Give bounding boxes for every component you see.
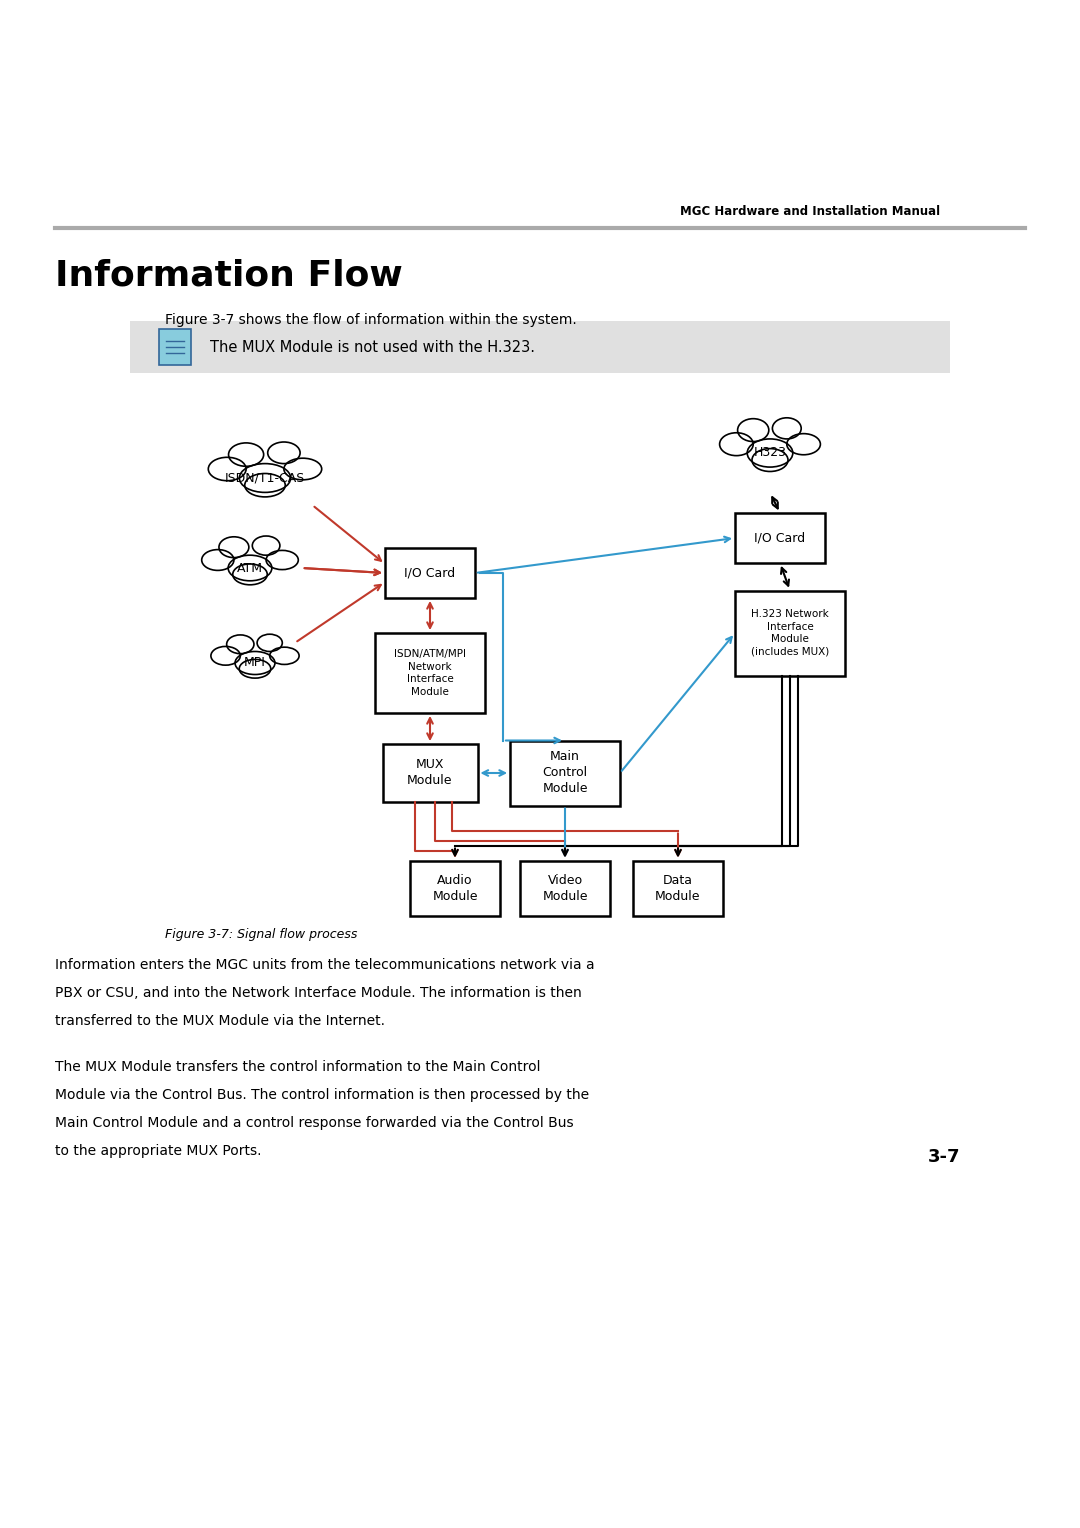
Text: to the appropriate MUX Ports.: to the appropriate MUX Ports.: [55, 1144, 261, 1158]
FancyBboxPatch shape: [519, 860, 610, 915]
Text: Figure 3-7 shows the flow of information within the system.: Figure 3-7 shows the flow of information…: [165, 313, 577, 327]
Ellipse shape: [233, 564, 267, 585]
FancyBboxPatch shape: [159, 329, 191, 365]
Ellipse shape: [245, 474, 285, 497]
Ellipse shape: [211, 646, 240, 665]
Ellipse shape: [229, 443, 264, 466]
Text: Data
Module: Data Module: [656, 874, 701, 903]
Text: Main
Control
Module: Main Control Module: [542, 750, 588, 796]
Text: The MUX Module transfers the control information to the Main Control: The MUX Module transfers the control inf…: [55, 1060, 540, 1074]
Ellipse shape: [227, 636, 254, 654]
Ellipse shape: [266, 550, 298, 570]
Text: ISDN/T1-CAS: ISDN/T1-CAS: [225, 472, 306, 484]
Text: Video
Module: Video Module: [542, 874, 588, 903]
FancyBboxPatch shape: [735, 590, 845, 675]
Ellipse shape: [202, 550, 234, 570]
Text: The MUX Module is not used with the H.323.: The MUX Module is not used with the H.32…: [210, 339, 535, 354]
Text: Information Flow: Information Flow: [55, 258, 403, 292]
Ellipse shape: [219, 536, 248, 558]
Ellipse shape: [240, 463, 291, 492]
Ellipse shape: [719, 432, 753, 455]
Text: ISDN/ATM/MPI
Network
Interface
Module: ISDN/ATM/MPI Network Interface Module: [394, 649, 465, 697]
Ellipse shape: [235, 651, 275, 674]
Text: H323: H323: [754, 446, 786, 460]
FancyBboxPatch shape: [633, 860, 723, 915]
Ellipse shape: [268, 442, 300, 463]
FancyBboxPatch shape: [510, 741, 620, 805]
Text: ATM: ATM: [237, 561, 264, 575]
Ellipse shape: [787, 434, 821, 455]
FancyBboxPatch shape: [130, 321, 950, 373]
Text: Main Control Module and a control response forwarded via the Control Bus: Main Control Module and a control respon…: [55, 1115, 573, 1131]
Ellipse shape: [752, 449, 788, 472]
Text: H.323 Network
Interface
Module
(includes MUX): H.323 Network Interface Module (includes…: [751, 610, 829, 657]
Text: 3-7: 3-7: [928, 1148, 960, 1166]
Ellipse shape: [738, 419, 769, 442]
Ellipse shape: [240, 660, 271, 678]
FancyBboxPatch shape: [375, 633, 485, 714]
FancyBboxPatch shape: [410, 860, 500, 915]
Text: Audio
Module: Audio Module: [432, 874, 477, 903]
Ellipse shape: [253, 536, 280, 555]
FancyBboxPatch shape: [382, 744, 477, 802]
Text: MPI: MPI: [244, 657, 266, 669]
Text: Information enters the MGC units from the telecommunications network via a: Information enters the MGC units from th…: [55, 958, 595, 972]
Ellipse shape: [257, 634, 282, 651]
Text: Figure 3-7: Signal flow process: Figure 3-7: Signal flow process: [165, 927, 357, 941]
Text: I/O Card: I/O Card: [404, 567, 456, 579]
Ellipse shape: [270, 648, 299, 665]
Text: MGC Hardware and Installation Manual: MGC Hardware and Installation Manual: [680, 205, 940, 219]
FancyBboxPatch shape: [735, 513, 825, 562]
Ellipse shape: [284, 458, 322, 480]
Text: transferred to the MUX Module via the Internet.: transferred to the MUX Module via the In…: [55, 1015, 384, 1028]
Ellipse shape: [228, 555, 272, 581]
Text: MUX
Module: MUX Module: [407, 758, 453, 787]
Ellipse shape: [208, 457, 246, 481]
Ellipse shape: [747, 439, 793, 468]
Ellipse shape: [772, 417, 801, 439]
Text: Module via the Control Bus. The control information is then processed by the: Module via the Control Bus. The control …: [55, 1088, 589, 1102]
Text: I/O Card: I/O Card: [755, 532, 806, 544]
FancyBboxPatch shape: [384, 549, 475, 597]
Text: PBX or CSU, and into the Network Interface Module. The information is then: PBX or CSU, and into the Network Interfa…: [55, 986, 582, 999]
